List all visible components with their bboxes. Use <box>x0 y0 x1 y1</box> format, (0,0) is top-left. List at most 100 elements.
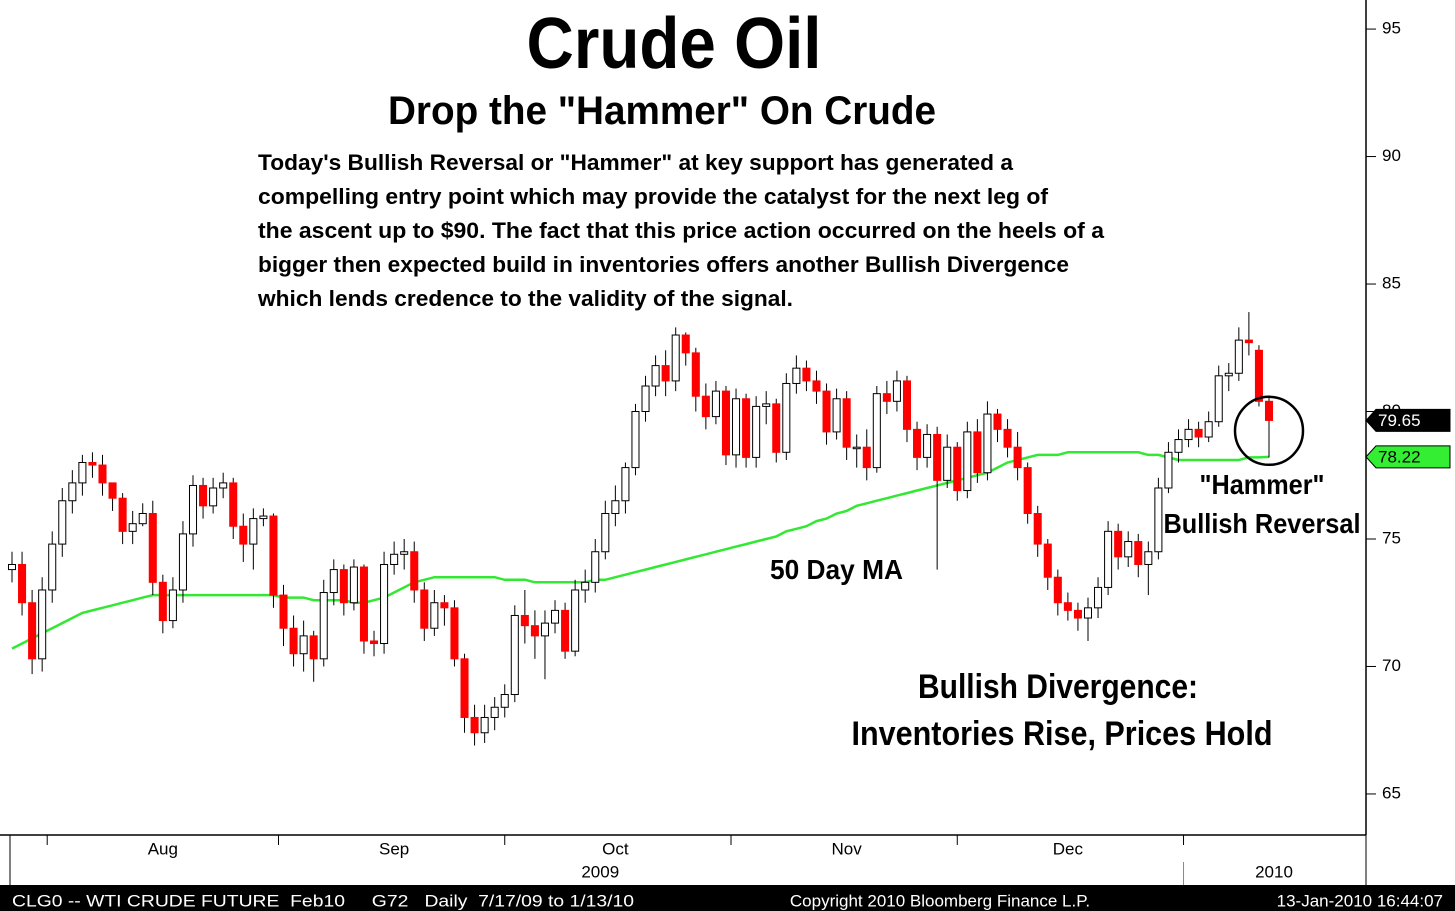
candle-body <box>671 334 680 382</box>
candle-body <box>1053 576 1062 604</box>
candle-body <box>1114 530 1123 558</box>
candle-body <box>390 553 399 565</box>
candle-body <box>973 431 982 474</box>
candle-body <box>269 515 278 596</box>
commentary-line: bigger then expected build in inventorie… <box>258 252 1069 277</box>
candle-body <box>601 512 610 553</box>
candle-body <box>78 462 87 484</box>
candle-body <box>701 395 710 418</box>
candle-body <box>1124 541 1133 558</box>
candle-body <box>400 551 409 555</box>
candle-body <box>88 462 97 466</box>
y-tick-label: 85 <box>1382 274 1401 293</box>
candle-body <box>933 433 942 481</box>
candle-body <box>219 482 228 489</box>
candle-body <box>339 569 348 604</box>
candle-body <box>7 563 17 571</box>
candle-body <box>641 385 650 413</box>
candle-body <box>108 482 117 499</box>
y-tick-label: 70 <box>1382 656 1401 675</box>
x-tick-label: Oct <box>602 839 629 858</box>
candle-body <box>299 635 308 655</box>
candle-body <box>782 382 791 453</box>
candle-body <box>611 500 620 514</box>
candle-body <box>923 433 932 458</box>
candle-body <box>902 380 912 430</box>
candle-body <box>1154 487 1163 553</box>
candle-body <box>1224 372 1233 377</box>
candle-body <box>138 512 147 525</box>
candle-body <box>128 523 137 532</box>
candle-body <box>993 413 1002 430</box>
candle-body <box>1013 446 1022 469</box>
y-tick-label: 90 <box>1382 146 1401 165</box>
candle-body <box>862 446 871 469</box>
candle-body <box>188 484 198 535</box>
candle-body <box>1144 551 1153 565</box>
candle-body <box>591 551 600 583</box>
candle-body <box>410 551 419 591</box>
candle-body <box>239 525 248 545</box>
x-tick-label: Sep <box>379 839 409 858</box>
candle-body <box>1073 609 1082 619</box>
candle-body <box>249 518 258 545</box>
candle-body <box>832 398 841 433</box>
candle-body <box>229 482 238 527</box>
candle-body <box>812 380 821 392</box>
candle-body <box>329 569 338 594</box>
candle-body <box>872 393 881 469</box>
chart-title: Crude Oil <box>527 4 822 84</box>
candle-body <box>621 467 630 502</box>
commentary-line: compelling entry point which may provide… <box>258 184 1049 209</box>
candle-body <box>852 446 861 450</box>
candle-body <box>420 589 429 629</box>
candle-body <box>892 380 901 402</box>
candle-body <box>1023 467 1032 514</box>
candle-body <box>1094 586 1103 609</box>
candle-body <box>762 403 771 407</box>
candle-body <box>68 482 77 502</box>
candle-body <box>1214 375 1223 423</box>
candle-body <box>651 365 660 387</box>
candle-body <box>510 614 519 696</box>
plot-area <box>7 312 1305 746</box>
candle-body <box>842 398 851 448</box>
annotation: Inventories Rise, Prices Hold <box>852 715 1273 753</box>
candle-body <box>470 716 479 734</box>
candle-body <box>1063 602 1072 611</box>
x-tick-label: Aug <box>148 839 178 858</box>
candle-body <box>913 428 922 458</box>
candle-body <box>209 487 218 507</box>
candle-body <box>319 592 328 660</box>
annotation: Bullish Reversal <box>1164 508 1361 539</box>
candle-body <box>289 627 298 655</box>
commentary-line: the ascent up to $90. The fact that this… <box>258 218 1105 243</box>
y-tick-label: 75 <box>1382 528 1401 547</box>
x-tick-label: Nov <box>832 839 863 858</box>
candle-body <box>1194 428 1203 438</box>
footer-bar <box>0 885 1455 911</box>
candle-body <box>158 581 167 622</box>
candle-body <box>681 334 690 354</box>
candle-body <box>882 393 891 402</box>
footer-text: 13-Jan-2010 16:44:07 <box>1277 891 1443 910</box>
candle-body <box>450 607 459 660</box>
y-tick-label: 95 <box>1382 19 1401 38</box>
candle-body <box>380 563 389 645</box>
candle-body <box>711 390 720 418</box>
candle-body <box>259 515 268 520</box>
candle-body <box>953 446 962 492</box>
candle-body <box>369 640 379 645</box>
candle-body <box>349 566 358 604</box>
candle-body <box>772 403 781 453</box>
commentary-line: which lends credence to the validity of … <box>257 286 793 311</box>
candle-body <box>148 512 157 583</box>
candle-body <box>792 367 801 384</box>
commentary-line: Today's Bullish Reversal or "Hammer" at … <box>258 150 1014 175</box>
candle-body <box>1134 541 1143 565</box>
footer-text: CLG0 -- WTI CRUDE FUTURE Feb10 G72 Daily… <box>12 891 634 910</box>
candle-body <box>691 352 700 397</box>
candle-body <box>309 635 318 660</box>
price-tag-label: 79.65 <box>1378 411 1421 430</box>
